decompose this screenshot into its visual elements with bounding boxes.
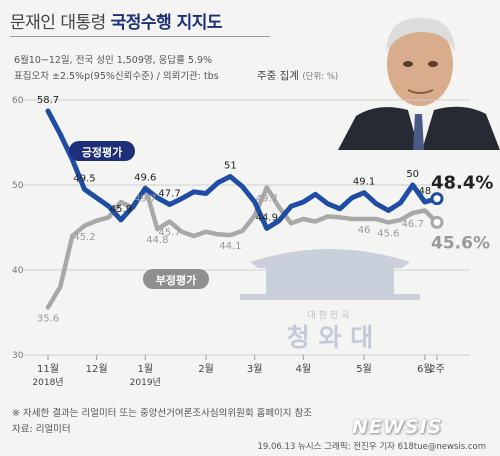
approve-data-label: 49.1 (353, 177, 375, 188)
approve-data-label: 58.7 (37, 95, 59, 106)
x-label-month: 3월 (247, 363, 263, 375)
x-label-month: 12월 (86, 363, 108, 375)
title-divider (10, 36, 270, 37)
chart-labels: 58.7 49.5 45.9 49.647.7 51 44.9 49.1 50 48 35.6 45… (37, 95, 494, 324)
approve-data-label: 49.6 (134, 172, 156, 183)
x-label-month: 2월 (198, 363, 214, 375)
y-tick-30: 30 (12, 351, 24, 361)
disapprove-data-label: 46 (358, 225, 371, 236)
y-tick-50: 50 (12, 181, 24, 191)
approve-series-tag-box (69, 141, 135, 161)
president-portrait (338, 6, 500, 150)
graphic-credit: 19.06.13 뉴시스 그래픽: 전진우 기자 618tue@newsis.c… (257, 442, 486, 452)
sampling-info: 표집오차 ±2.5%p(95%신뢰수준) / 의뢰기관: tbs (14, 71, 219, 82)
disapprove-series-tag-box (143, 269, 209, 289)
approve-data-label: 49.5 (73, 173, 95, 184)
y-tick-60: 60 (12, 96, 24, 106)
approve-final-label: 48.4% (431, 173, 493, 194)
approve-data-label: 45.9 (110, 204, 132, 215)
newsis-logo: NEWSIS (352, 416, 443, 438)
survey-info: 6월10~12일, 전국 성인 1,509명, 응답률 5.9% (14, 55, 213, 66)
disapprove-data-label: 45.7 (158, 228, 180, 239)
chart-grid: 30 40 50 60 (12, 96, 470, 361)
x-label-month: 6월 (417, 363, 433, 375)
x-label-month: 4월 (296, 363, 312, 375)
unit-label: 주중 집계 (단위: %) (257, 70, 339, 82)
disapprove-end-point (430, 215, 444, 229)
approve-data-label: 44.9 (256, 212, 278, 223)
disapprove-data-label: 49.7 (256, 194, 278, 205)
approve-series-tag: 긍정평가 (82, 145, 122, 159)
approve-line (45, 108, 440, 231)
disapprove-series-tag: 부정평가 (156, 273, 196, 287)
y-tick-40: 40 (12, 266, 24, 276)
watermark-name: 청 와 대 (287, 323, 373, 352)
approve-data-label: 50 (406, 169, 419, 180)
source-label: 자료: 리얼미터 (12, 424, 71, 435)
watermark-emblem-text: 대한민국 (307, 310, 352, 321)
x-label-year: 2018년 (32, 377, 63, 388)
watermark-hall (266, 268, 394, 294)
x-label-month: 11월 (37, 363, 59, 375)
watermark-base (240, 294, 420, 300)
approve-data-label: 47.7 (158, 189, 180, 200)
x-label-month: 1월 (137, 363, 153, 375)
x-label-month: 2주 (429, 364, 445, 375)
watermark-roof (250, 249, 410, 268)
approve-end-point (430, 192, 444, 206)
disapprove-data-label: 46.7 (402, 219, 424, 230)
disapprove-data-label: 45.6 (377, 228, 399, 239)
chart-title: 문재인 대통령 국정수행 지지도 (10, 13, 223, 33)
disapprove-data-label: 44.8 (146, 235, 168, 246)
footnote: ※ 자세한 결과는 리얼미터 또는 중앙선거여론조사심의위원회 홈페이지 참조 (12, 408, 313, 419)
disapprove-data-label: 49.7 (134, 194, 156, 205)
disapprove-data-label: 44.1 (219, 241, 241, 252)
disapprove-final-label: 45.6% (431, 233, 490, 253)
approve-data-label: 48 (418, 186, 431, 197)
x-label-month: 5월 (356, 363, 372, 375)
disapprove-data-label: 45.2 (73, 232, 95, 243)
x-label-year: 2019년 (130, 377, 161, 388)
approve-data-label: 51 (224, 161, 237, 172)
chart-series (45, 108, 444, 310)
disapprove-data-label: 35.6 (37, 313, 59, 324)
